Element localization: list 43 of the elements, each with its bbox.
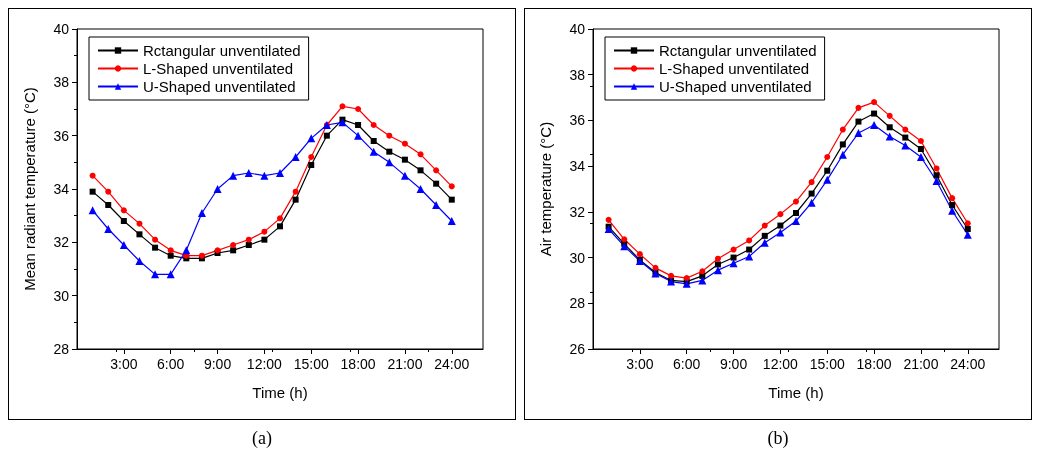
x-tick-label: 12:00: [246, 356, 283, 372]
y-tick-label: 32: [53, 234, 70, 251]
y-tick-label: 34: [569, 158, 586, 175]
x-tick-label: 18:00: [340, 356, 376, 372]
y-tick-label: 30: [53, 287, 70, 304]
x-tick-label: 15:00: [293, 356, 329, 372]
x-axis-title: Time (h): [768, 384, 824, 401]
legend-label: U-Shaped unventilated: [659, 78, 812, 95]
x-tick-label: 9:00: [203, 356, 232, 372]
x-tick-label: 21:00: [387, 356, 423, 372]
y-axis-title: Mean radiant temperature (°C): [21, 87, 38, 291]
y-tick-label: 36: [569, 112, 586, 129]
y-tick-label: 38: [53, 74, 70, 91]
x-tick-label: 9:00: [719, 356, 748, 372]
x-tick-label: 18:00: [856, 356, 892, 372]
y-tick-label: 40: [569, 21, 586, 37]
y-tick-label: 34: [53, 181, 70, 197]
x-tick-label: 24:00: [434, 356, 470, 372]
x-tick-label: 12:00: [762, 356, 799, 372]
x-axis-title: Time (h): [252, 384, 308, 401]
y-tick-label: 28: [53, 341, 70, 357]
y-tick-label: 30: [569, 249, 586, 266]
x-tick-label: 6:00: [157, 356, 185, 372]
x-tick-label: 6:00: [673, 356, 701, 372]
text: (b): [767, 428, 789, 449]
x-tick-label: 15:00: [809, 356, 845, 372]
y-axis-title: Air temperature (°C): [537, 121, 554, 257]
legend-label: Rctangular unventilated: [143, 42, 301, 59]
x-tick-label: 21:00: [903, 356, 939, 372]
y-tick-label: 36: [53, 127, 70, 144]
legend-label: L-Shaped unventilated: [143, 60, 294, 77]
y-tick-label: 28: [569, 295, 586, 312]
x-tick-label: 3:00: [626, 356, 654, 372]
legend-label: L-Shaped unventilated: [659, 60, 810, 77]
y-tick-label: 32: [569, 203, 586, 220]
x-tick-label: 24:00: [950, 356, 986, 372]
legend-label: U-Shaped unventilated: [143, 78, 296, 95]
text: (a): [252, 428, 272, 449]
y-tick-label: 26: [569, 341, 586, 357]
y-tick-label: 38: [569, 66, 586, 83]
y-tick-label: 40: [53, 21, 70, 37]
legend-label: Rctangular unventilated: [659, 42, 817, 59]
x-tick-label: 3:00: [110, 356, 138, 372]
